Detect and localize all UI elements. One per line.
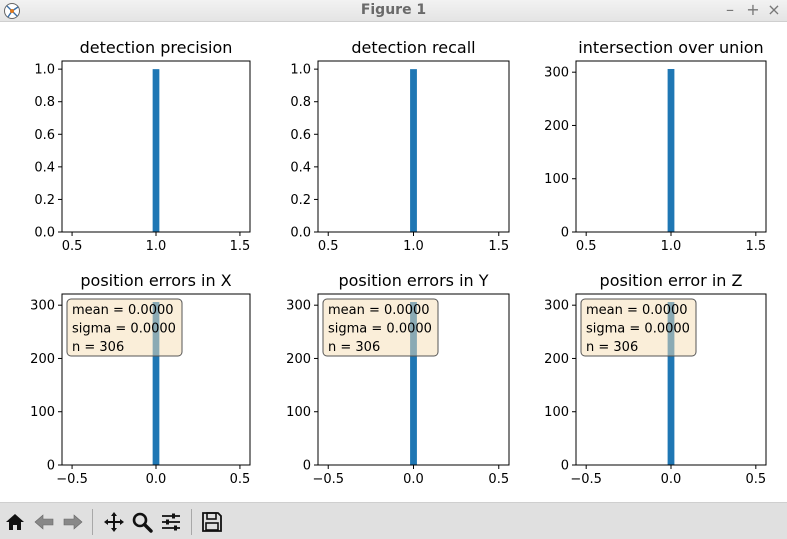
- histogram-bar: [410, 69, 417, 232]
- figure-canvas[interactable]: detection precision 0.5 1.0 1.5 0.0 0.2 0.4 0.6…: [0, 22, 787, 502]
- y-tick-label: 200: [544, 119, 569, 134]
- stats-annotation-line: mean = 0.0000: [328, 303, 430, 318]
- pan-icon: [104, 512, 124, 532]
- stats-annotation-box: [580, 298, 697, 357]
- toolbar-separator: [191, 509, 192, 535]
- y-tick-label: 0.2: [34, 193, 55, 208]
- histogram-bar: [667, 301, 675, 465]
- y-tick-label: 1.0: [290, 63, 311, 78]
- window-titlebar: Figure 1 – + ×: [0, 0, 787, 22]
- histogram-bar: [152, 301, 160, 465]
- subplot-title: intersection over union: [578, 38, 763, 57]
- y-tick-label: 100: [286, 405, 311, 420]
- y-tick-label: 0.6: [34, 128, 55, 143]
- back-button[interactable]: [31, 509, 57, 535]
- y-tick-label: 200: [286, 352, 311, 367]
- y-tick-label: 0.4: [34, 160, 55, 175]
- save-icon: [202, 512, 222, 532]
- window-title: Figure 1: [360, 2, 427, 18]
- y-tick-label: 100: [544, 172, 569, 187]
- forward-arrow-icon: [63, 514, 83, 530]
- y-tick-label: 300: [30, 299, 55, 314]
- subplot-title: position errors in Y: [338, 271, 488, 290]
- y-tick-label: 0.6: [290, 128, 311, 143]
- x-tick-label: 0.5: [576, 239, 597, 254]
- x-tick-label: −0.5: [56, 472, 88, 487]
- x-tick-label: 0.5: [745, 472, 766, 487]
- close-button[interactable]: ×: [767, 0, 781, 19]
- y-tick-label: 0: [561, 226, 569, 241]
- stats-annotation-line: n = 306: [72, 340, 124, 355]
- y-tick-label: 0: [47, 459, 55, 474]
- histogram-bar: [410, 301, 417, 465]
- x-tick-label: 1.0: [146, 239, 167, 254]
- x-tick-label: 1.0: [661, 239, 682, 254]
- stats-annotation-line: mean = 0.0000: [586, 303, 688, 318]
- x-tick-label: 0.5: [230, 472, 251, 487]
- stats-annotation-line: mean = 0.0000: [72, 303, 174, 318]
- y-tick-label: 1.0: [34, 63, 55, 78]
- forward-button[interactable]: [60, 509, 86, 535]
- configure-subplots-icon: [162, 513, 180, 531]
- x-tick-label: 1.5: [488, 239, 509, 254]
- minimize-button[interactable]: –: [726, 0, 734, 19]
- x-tick-label: 0.5: [488, 472, 509, 487]
- x-tick-label: 1.5: [230, 239, 251, 254]
- y-tick-label: 0.8: [34, 95, 55, 110]
- app-icon: [4, 3, 20, 19]
- subplot-title: detection precision: [80, 38, 233, 57]
- y-tick-label: 100: [30, 405, 55, 420]
- y-tick-label: 300: [286, 299, 311, 314]
- y-tick-label: 0: [561, 459, 569, 474]
- x-tick-label: 0.0: [403, 472, 424, 487]
- configure-subplots-button[interactable]: [158, 509, 184, 535]
- x-tick-label: 1.5: [745, 239, 766, 254]
- stats-annotation-line: n = 306: [328, 340, 380, 355]
- navigation-toolbar: [0, 502, 787, 539]
- x-tick-label: 0.5: [62, 239, 83, 254]
- stats-annotation-line: sigma = 0.0000: [586, 322, 690, 337]
- y-tick-label: 0.4: [290, 160, 311, 175]
- home-button[interactable]: [2, 509, 28, 535]
- x-tick-label: −0.5: [570, 472, 602, 487]
- subplot-title: detection recall: [351, 38, 475, 57]
- y-tick-label: 0.2: [290, 193, 311, 208]
- y-tick-label: 0.8: [290, 95, 311, 110]
- pan-button[interactable]: [101, 509, 127, 535]
- toolbar-separator: [92, 509, 93, 535]
- stats-annotation-line: n = 306: [586, 340, 638, 355]
- y-tick-label: 200: [30, 352, 55, 367]
- y-tick-label: 300: [544, 299, 569, 314]
- stats-annotation-line: sigma = 0.0000: [72, 322, 176, 337]
- y-tick-label: 300: [544, 66, 569, 81]
- back-arrow-icon: [34, 514, 54, 530]
- subplot-title: position errors in X: [80, 271, 231, 290]
- stats-annotation-box: [66, 298, 183, 357]
- y-tick-label: 0.0: [34, 226, 55, 241]
- x-tick-label: 0.0: [146, 472, 167, 487]
- zoom-button[interactable]: [129, 509, 155, 535]
- x-tick-label: 0.5: [318, 239, 339, 254]
- save-button[interactable]: [199, 509, 225, 535]
- x-tick-label: 1.0: [403, 239, 424, 254]
- stats-annotation-box: [322, 298, 439, 357]
- y-tick-label: 200: [544, 352, 569, 367]
- y-tick-label: 0.0: [290, 226, 311, 241]
- histogram-bar: [152, 69, 160, 232]
- histogram-bar: [667, 68, 675, 232]
- y-tick-label: 100: [544, 405, 569, 420]
- stats-annotation-line: sigma = 0.0000: [328, 322, 432, 337]
- home-icon: [6, 514, 24, 530]
- x-tick-label: −0.5: [312, 472, 344, 487]
- y-tick-label: 0: [303, 459, 311, 474]
- zoom-icon: [132, 512, 153, 533]
- maximize-button[interactable]: +: [746, 0, 760, 19]
- subplot-title: position error in Z: [600, 271, 743, 290]
- x-tick-label: 0.0: [661, 472, 682, 487]
